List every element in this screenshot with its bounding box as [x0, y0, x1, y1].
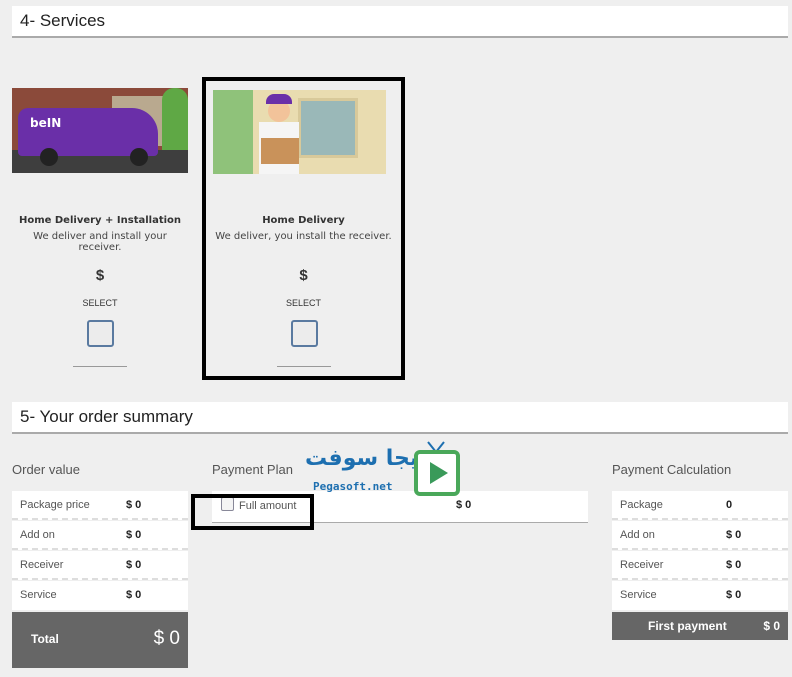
row-key: Add on — [620, 529, 655, 541]
row-value: $ 0 — [726, 589, 742, 601]
payment-plan-label: Payment Plan — [212, 462, 293, 477]
row-key: Receiver — [620, 559, 664, 571]
row-value: $ 0 — [726, 529, 742, 541]
order-summary-header: 5- Your order summary — [12, 402, 788, 434]
delivery-man-image — [213, 90, 386, 174]
select-checkbox[interactable] — [87, 320, 114, 347]
select-label: SELECT — [285, 298, 321, 308]
payment-calculation-label: Payment Calculation — [612, 462, 732, 477]
divider — [276, 366, 331, 367]
row-key: Receiver — [20, 559, 64, 571]
services-header: 4- Services — [12, 6, 788, 38]
select-checkbox[interactable] — [290, 320, 318, 347]
total-label: Total — [31, 632, 59, 646]
row-value: $ 0 — [126, 559, 142, 571]
calc-row: Receiver $ 0 — [612, 551, 788, 580]
row-value: $ 0 — [126, 499, 142, 511]
first-payment-label: First payment — [648, 619, 727, 633]
first-payment-value: $ 0 — [763, 619, 780, 633]
row-key: Package price — [20, 499, 90, 511]
first-payment-box: First payment $ 0 — [612, 612, 788, 640]
highlight-box — [191, 494, 314, 530]
delivery-van-image: beIN — [12, 88, 188, 173]
calc-row: Service $ 0 — [612, 581, 788, 610]
service-card-delivery-installation[interactable]: beIN Home Delivery + Installation We del… — [12, 77, 188, 379]
row-value: $ 0 — [726, 559, 742, 571]
payment-plan-value: $ 0 — [456, 499, 472, 511]
row-key: Service — [620, 589, 657, 601]
row-value: 0 — [726, 499, 733, 511]
service-title: Home Delivery + Installation — [18, 215, 182, 226]
calc-row: Add on $ 0 — [612, 521, 788, 550]
order-row: Package price $ 0 — [12, 491, 188, 520]
divider — [73, 366, 127, 367]
order-row: Receiver $ 0 — [12, 551, 188, 580]
watermark-arabic: بيجا سوفت — [305, 446, 428, 471]
order-row: Service $ 0 — [12, 581, 188, 610]
service-title: Home Delivery — [262, 215, 345, 226]
row-value: $ 0 — [126, 529, 142, 541]
row-key: Add on — [20, 529, 55, 541]
watermark-latin: Pegasoft.net — [313, 480, 393, 493]
service-card-home-delivery[interactable]: Home Delivery We deliver, you install th… — [202, 77, 405, 380]
row-key: Package — [620, 499, 663, 511]
tv-play-icon — [414, 441, 460, 496]
total-box: Total $ 0 — [12, 612, 188, 668]
row-key: Service — [20, 589, 57, 601]
service-description: We deliver and install your receiver. — [33, 231, 167, 253]
calc-row: Package 0 — [612, 491, 788, 520]
service-price: $ — [299, 267, 308, 284]
pegasoft-watermark: بيجا سوفت Pegasoft.net — [305, 440, 465, 496]
service-description: We deliver, you install the receiver. — [215, 231, 392, 242]
row-value: $ 0 — [126, 589, 142, 601]
full-amount-label[interactable]: Full amount — [239, 500, 297, 512]
select-label: SELECT — [82, 298, 118, 308]
total-value: $ 0 — [153, 628, 180, 649]
order-value-label: Order value — [12, 462, 80, 477]
service-price: $ — [95, 267, 105, 284]
order-row: Add on $ 0 — [12, 521, 188, 550]
